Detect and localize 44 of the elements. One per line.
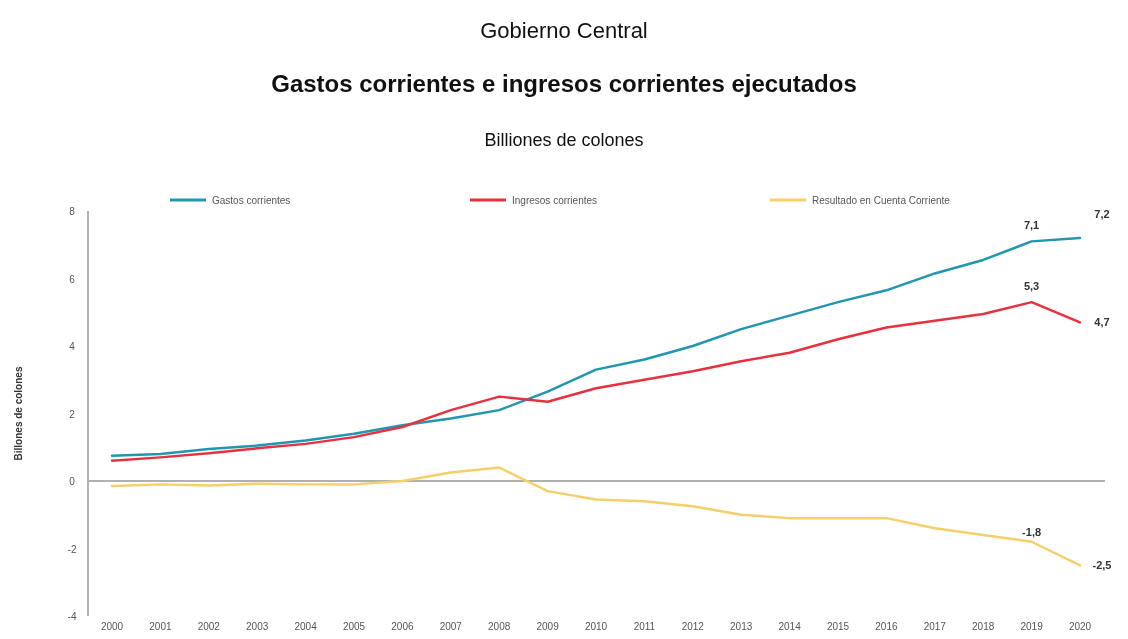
legend-label: Resultado en Cuenta Corriente: [812, 195, 951, 206]
y-tick-label: 4: [69, 341, 76, 352]
x-tick-label: 2013: [730, 621, 753, 632]
data-label: -2,5: [1092, 559, 1112, 572]
data-label: 7,1: [1023, 219, 1040, 232]
x-tick-label: 2007: [439, 621, 463, 632]
x-tick-label: 2009: [536, 621, 560, 632]
x-tick-label: 2019: [1020, 621, 1044, 632]
y-tick-label: 8: [69, 206, 76, 217]
y-tick-label: 0: [69, 476, 76, 487]
data-label: 4,7: [1094, 316, 1110, 329]
x-tick-label: 2002: [197, 621, 221, 632]
line-series: [110, 466, 1082, 567]
x-tick-label: 2016: [875, 621, 898, 632]
x-tick-label: 2006: [391, 621, 414, 632]
x-tick-label: 2005: [342, 621, 366, 632]
data-label: 5,3: [1023, 280, 1040, 293]
data-label: -1,8: [1022, 525, 1042, 538]
chart-title: Gobierno Central: [480, 18, 648, 43]
line-series: [110, 300, 1082, 462]
x-tick-label: 2012: [681, 621, 705, 632]
x-tick-label: 2008: [488, 621, 511, 632]
y-tick-label: -4: [67, 611, 77, 622]
x-tick-label: 2000: [100, 621, 124, 632]
legend-label: Ingresos corrientes: [512, 195, 598, 206]
x-tick-label: 2003: [246, 621, 269, 632]
data-label: 7,2: [1094, 208, 1110, 220]
x-tick-label: 2001: [149, 621, 172, 632]
y-tick-label: -2: [67, 543, 77, 555]
y-tick-label: 6: [69, 273, 76, 285]
y-axis-title: Billones de colones: [13, 366, 24, 461]
legend-label: Gastos corrientes: [212, 195, 291, 206]
line-series: [110, 236, 1082, 457]
x-tick-label: 2017: [923, 621, 947, 632]
x-tick-label: 2010: [584, 621, 608, 632]
x-tick-label: 2014: [778, 621, 802, 632]
x-tick-label: 2020: [1068, 621, 1092, 632]
x-tick-label: 2015: [826, 621, 850, 632]
x-tick-label: 2011: [633, 621, 656, 632]
text: Billiones de colones: [484, 130, 644, 150]
chart-subtitle: Gastos corrientes e ingresos corrientes ejecutados: [271, 70, 857, 97]
x-tick-label: 2004: [294, 621, 318, 632]
x-tick-label: 2018: [972, 621, 995, 632]
y-tick-label: 2: [69, 408, 76, 420]
